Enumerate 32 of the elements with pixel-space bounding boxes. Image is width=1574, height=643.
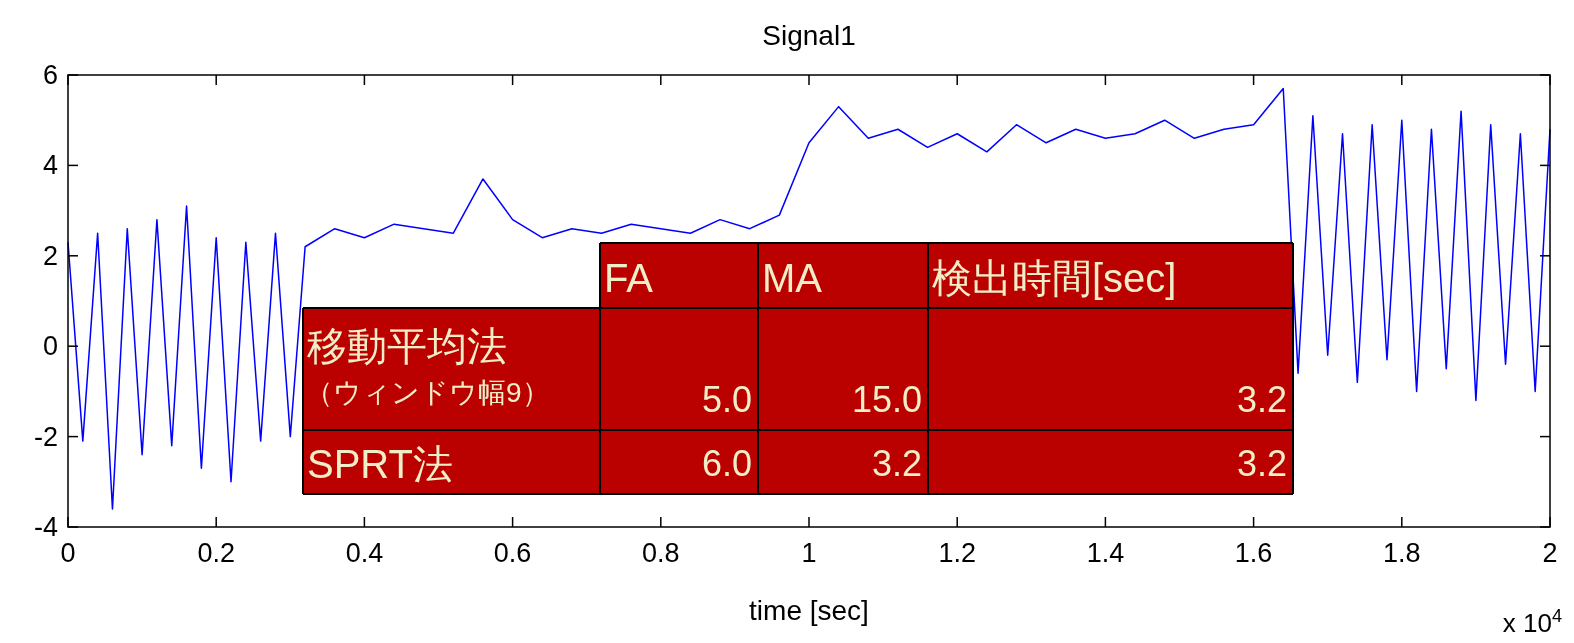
text: 5.0: [701, 379, 752, 420]
x-tick-label: 0.6: [493, 538, 532, 568]
x-tick-label: 1.6: [1234, 538, 1273, 568]
x-tick-label: 0.4: [345, 538, 384, 568]
annotation: （ウィンドウ幅9）: [305, 377, 550, 408]
x-tick-label: 0.2: [197, 538, 235, 568]
x-tick-label: 1.2: [938, 538, 976, 568]
y-tick-label: 6: [42, 60, 58, 90]
category-label: 移動平均法: [307, 324, 507, 368]
x-axis-title: time [sec]: [749, 595, 869, 626]
text: 3.2: [1236, 379, 1287, 420]
x-tick-label: 0.8: [642, 538, 680, 568]
x-tick-label: 1.8: [1383, 538, 1421, 568]
chart-title: Signal1: [762, 20, 856, 51]
text: 3.2: [1236, 443, 1287, 484]
y-tick-label: 0: [42, 331, 58, 362]
text: 15.0: [851, 379, 922, 420]
x-tick-label: 1: [801, 538, 817, 568]
category-label: MA: [762, 256, 823, 300]
text: x 10$^{4}$: [1502, 606, 1562, 638]
x-tick-label: 1.4: [1086, 538, 1125, 568]
line-series: [67, 87, 1551, 510]
y-tick-label: 4: [42, 150, 58, 181]
y-tick-label: -2: [33, 421, 58, 452]
x-tick-label: 2: [1542, 538, 1558, 568]
category-label: FA: [604, 256, 654, 300]
text: 3.2: [871, 443, 922, 484]
y-tick-label: 2: [42, 240, 58, 271]
text: 6.0: [701, 443, 752, 484]
category-label: 検出時間[sec]: [932, 256, 1177, 300]
y-tick-label: -4: [33, 512, 58, 542]
category-label: SPRT法: [307, 442, 453, 486]
